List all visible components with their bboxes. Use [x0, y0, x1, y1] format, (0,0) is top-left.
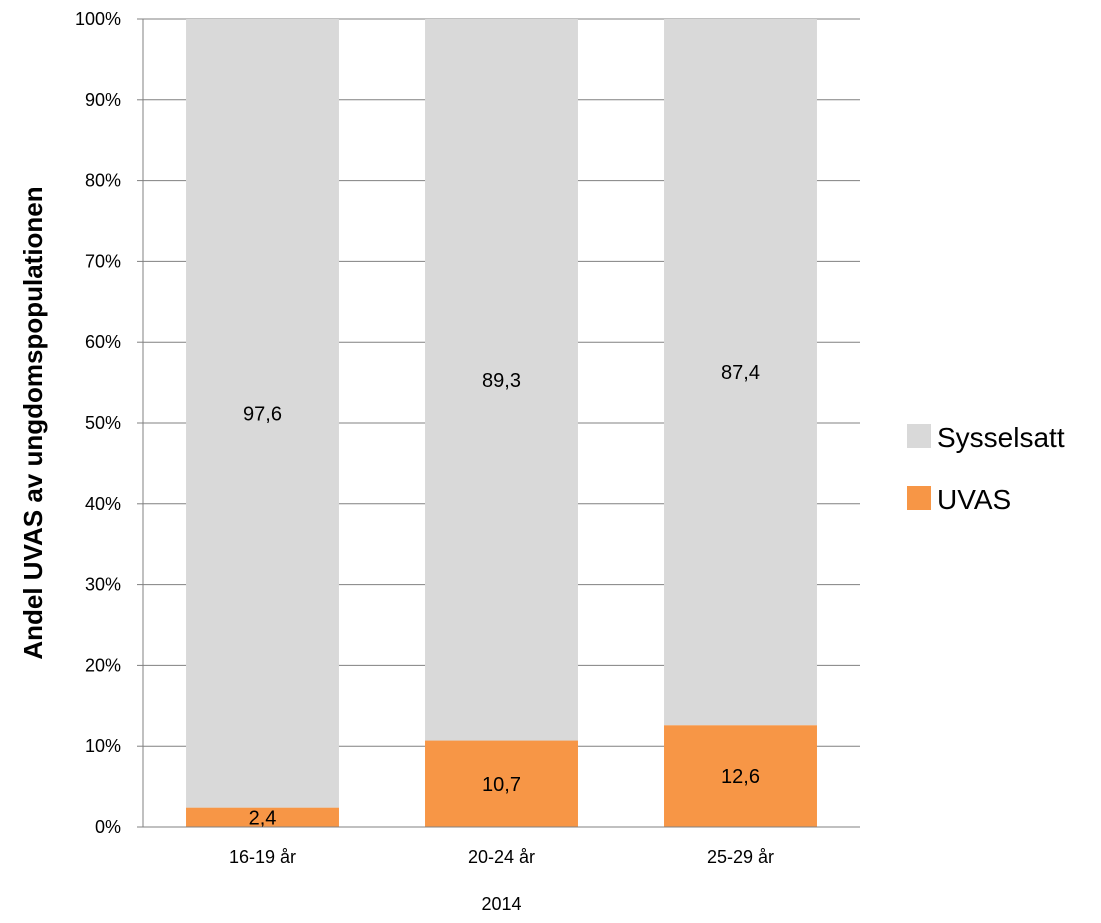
y-tick-labels: 0% 10% 20% 30% 40% 50% 60% 70% 80% 90% 100%	[75, 9, 121, 837]
y-tick-label: 60%	[85, 332, 121, 352]
y-tick-label: 80%	[85, 171, 121, 191]
data-labels: 2,4 97,6 10,7 89,3 12,6 87,4	[243, 362, 760, 829]
bar-sysselsatt	[425, 19, 578, 741]
x-tick-labels: 16-19 år 20-24 år 25-29 år	[229, 847, 774, 867]
y-tick-label: 20%	[85, 655, 121, 675]
legend-label-uvas: UVAS	[937, 484, 1011, 515]
y-tick-label: 70%	[85, 251, 121, 271]
y-tick-label: 0%	[95, 817, 121, 837]
y-axis-label: Andel UVAS av ungdomspopulationen	[18, 186, 48, 659]
data-label: 10,7	[482, 774, 521, 796]
legend-swatch-sysselsatt	[907, 424, 931, 448]
x-group-label: 2014	[481, 894, 521, 914]
data-label: 89,3	[482, 370, 521, 392]
data-label: 12,6	[721, 766, 760, 788]
data-label: 2,4	[249, 807, 277, 829]
x-tick-label: 16-19 år	[229, 847, 296, 867]
x-tick-label: 25-29 år	[707, 847, 774, 867]
bar-uvas	[186, 807, 339, 827]
bars	[186, 19, 817, 827]
legend-swatch-uvas	[907, 486, 931, 510]
y-tick-label: 50%	[85, 413, 121, 433]
y-tick-label: 40%	[85, 494, 121, 514]
y-tick-label: 10%	[85, 736, 121, 756]
x-tick-label: 20-24 år	[468, 847, 535, 867]
bar-sysselsatt	[186, 19, 339, 808]
data-label: 97,6	[243, 403, 282, 425]
y-tick-label: 90%	[85, 90, 121, 110]
y-tick-label: 100%	[75, 9, 121, 29]
y-tick-label: 30%	[85, 575, 121, 595]
bar-uvas	[425, 740, 578, 827]
bar-uvas	[664, 725, 817, 827]
legend-label-sysselsatt: Sysselsatt	[937, 422, 1065, 453]
bar-sysselsatt	[664, 19, 817, 726]
data-label: 87,4	[721, 362, 760, 384]
legend: Sysselsatt UVAS	[907, 422, 1065, 515]
